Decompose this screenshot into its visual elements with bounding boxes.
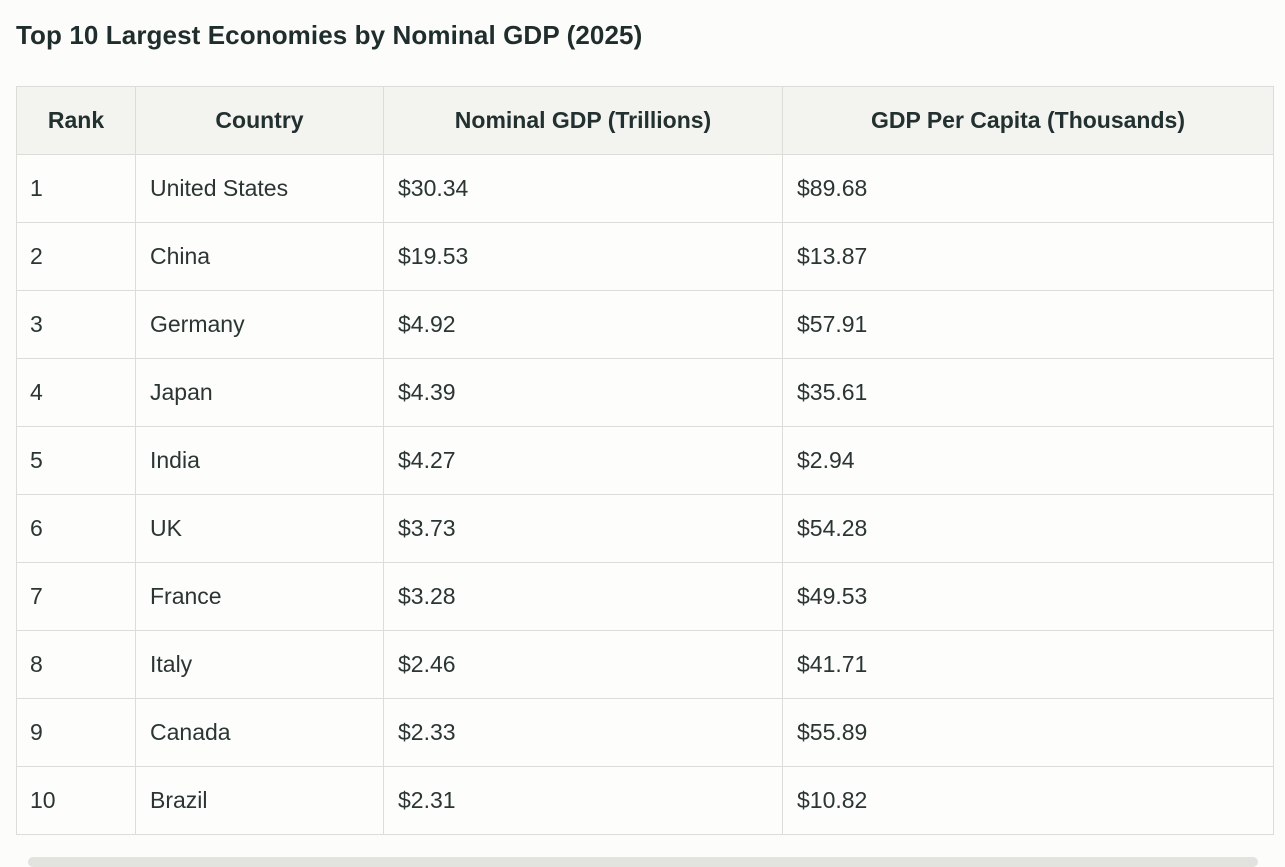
- country-cell: UK: [135, 494, 384, 563]
- horizontal-scrollbar[interactable]: [28, 857, 1258, 867]
- table-row: 9 Canada $2.33 $55.89: [16, 698, 1274, 767]
- rank-cell: 4: [16, 358, 136, 427]
- gdp-per-capita-cell: $57.91: [782, 290, 1274, 359]
- gdp-per-capita-cell: $49.53: [782, 562, 1274, 631]
- gdp-per-capita-cell: $55.89: [782, 698, 1274, 767]
- table-row: 3 Germany $4.92 $57.91: [16, 290, 1274, 359]
- table-row: 5 India $4.27 $2.94: [16, 426, 1274, 495]
- rank-cell: 9: [16, 698, 136, 767]
- header-rank: Rank: [16, 86, 136, 155]
- nominal-gdp-cell: $2.46: [383, 630, 783, 699]
- gdp-per-capita-cell: $10.82: [782, 766, 1274, 835]
- rank-cell: 8: [16, 630, 136, 699]
- rank-cell: 1: [16, 154, 136, 223]
- table-row: 10 Brazil $2.31 $10.82: [16, 766, 1274, 835]
- rank-cell: 2: [16, 222, 136, 291]
- rank-cell: 5: [16, 426, 136, 495]
- table-header-row: Rank Country Nominal GDP (Trillions) GDP…: [16, 86, 1274, 155]
- nominal-gdp-cell: $2.33: [383, 698, 783, 767]
- gdp-per-capita-cell: $13.87: [782, 222, 1274, 291]
- country-cell: China: [135, 222, 384, 291]
- nominal-gdp-cell: $2.31: [383, 766, 783, 835]
- country-cell: India: [135, 426, 384, 495]
- country-cell: Canada: [135, 698, 384, 767]
- country-cell: Japan: [135, 358, 384, 427]
- gdp-per-capita-cell: $54.28: [782, 494, 1274, 563]
- gdp-per-capita-cell: $35.61: [782, 358, 1274, 427]
- page-title: Top 10 Largest Economies by Nominal GDP …: [16, 20, 643, 50]
- nominal-gdp-cell: $30.34: [383, 154, 783, 223]
- country-cell: Italy: [135, 630, 384, 699]
- gdp-per-capita-cell: $2.94: [782, 426, 1274, 495]
- header-nominal-gdp: Nominal GDP (Trillions): [383, 86, 783, 155]
- rank-cell: 7: [16, 562, 136, 631]
- rank-cell: 6: [16, 494, 136, 563]
- table-row: 6 UK $3.73 $54.28: [16, 494, 1274, 563]
- rank-cell: 3: [16, 290, 136, 359]
- header-gdp-per-capita: GDP Per Capita (Thousands): [782, 86, 1274, 155]
- table-row: 2 China $19.53 $13.87: [16, 222, 1274, 291]
- nominal-gdp-cell: $3.28: [383, 562, 783, 631]
- table-row: 1 United States $30.34 $89.68: [16, 154, 1274, 223]
- nominal-gdp-cell: $4.39: [383, 358, 783, 427]
- nominal-gdp-cell: $19.53: [383, 222, 783, 291]
- rank-cell: 10: [16, 766, 136, 835]
- table-row: 8 Italy $2.46 $41.71: [16, 630, 1274, 699]
- nominal-gdp-cell: $4.27: [383, 426, 783, 495]
- table-row: 7 France $3.28 $49.53: [16, 562, 1274, 631]
- table-row: 4 Japan $4.39 $35.61: [16, 358, 1274, 427]
- gdp-per-capita-cell: $89.68: [782, 154, 1274, 223]
- country-cell: Brazil: [135, 766, 384, 835]
- gdp-per-capita-cell: $41.71: [782, 630, 1274, 699]
- nominal-gdp-cell: $4.92: [383, 290, 783, 359]
- gdp-table: Rank Country Nominal GDP (Trillions) GDP…: [16, 86, 1274, 835]
- country-cell: United States: [135, 154, 384, 223]
- nominal-gdp-cell: $3.73: [383, 494, 783, 563]
- header-country: Country: [135, 86, 384, 155]
- gdp-table-container: Rank Country Nominal GDP (Trillions) GDP…: [16, 86, 1274, 835]
- country-cell: France: [135, 562, 384, 631]
- country-cell: Germany: [135, 290, 384, 359]
